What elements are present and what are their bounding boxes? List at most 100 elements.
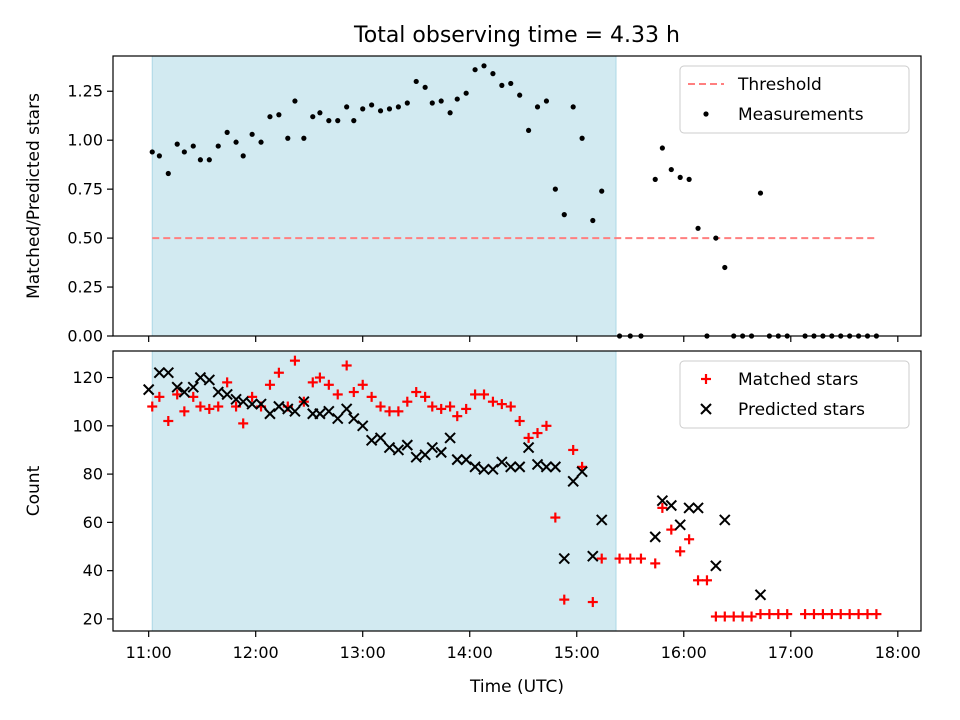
matched-point [559,594,570,605]
x-tick-label: 13:00 [340,643,386,662]
predicted-point [374,432,387,444]
legend-label: Predicted stars [738,400,865,420]
measurement-point [326,118,332,124]
measurement-point [525,127,532,134]
predicted-point [246,398,258,410]
predicted-point [513,461,526,473]
predicted-point [194,371,207,384]
matched-point [614,553,625,564]
matched-point [755,609,766,620]
chart-title: Total observing time = 4.33 h [353,23,680,48]
ratio-legend: Threshold Measurements [679,65,910,134]
predicted-point [282,403,294,415]
measurement-point [215,143,221,149]
matched-point [532,428,543,439]
ratio-panel: 0.00 0.25 0.50 0.75 1.00 1.25 Matched/Predicte… [24,55,922,346]
measurement-point [181,149,187,155]
count-panel-frame [112,350,922,632]
y-tick-label: 20 [83,609,103,628]
matched-point [341,360,352,371]
matched-point [289,355,300,366]
legend-label: Matched stars [738,370,858,390]
matched-point [826,609,837,620]
matched-point [844,609,855,620]
matched-point [238,418,249,429]
predicted-point [487,463,499,475]
matched-point [461,403,472,414]
measurement-point [240,153,246,159]
predicted-point [187,381,199,393]
matched-point [487,396,498,407]
predicted-point [392,444,405,456]
matched-point [427,401,438,412]
measurement-point [197,157,203,163]
predicted-point [478,463,490,475]
predicted-point [230,393,242,405]
measurement-point [335,118,341,124]
matched-point [445,401,456,412]
predicted-point [178,386,191,398]
matched-point [436,403,447,414]
matched-point [393,406,404,417]
count-legend: Matched stars Predicted stars [679,360,910,429]
matched-point [179,406,190,417]
matched-point [357,379,368,390]
matched-point [479,389,490,400]
matched-point [577,461,588,472]
matched-point [314,372,325,383]
matched-point [384,406,395,417]
matched-point [773,609,784,620]
measurement-point [395,104,401,110]
matched-point [348,387,359,398]
y-tick-label: 0.75 [67,180,103,199]
predicted-point [357,420,369,432]
measurement-point [267,114,273,120]
predicted-point [162,367,175,379]
ratio-panel-frame [112,55,922,337]
measurement-point [552,186,558,192]
matched-point [817,609,828,620]
matched-point [188,391,199,402]
matched-point [147,401,158,412]
measurement-point [757,190,764,196]
predicted-point [576,465,588,478]
matched-point [496,399,507,410]
matched-point [782,609,793,620]
predicted-point [332,412,344,425]
measurement-point [561,212,567,218]
legend-measurement-swatch [703,111,709,117]
matched-point [550,512,561,523]
matched-point [195,401,206,412]
matched-point [666,524,677,535]
measurement-point [686,176,692,182]
measurement-point [481,63,487,69]
measurement-point [668,166,674,173]
matched-point [470,389,481,400]
matched-point [247,391,258,402]
matched-point [411,387,422,398]
predicted-point [451,453,463,466]
measurement-point [499,82,505,88]
matched-point [163,416,174,426]
predicted-point [719,514,731,526]
measurement-point [722,264,728,271]
predicted-point [212,386,224,398]
matched-point [264,379,275,390]
x-axis-label: Time (UTC) [469,677,564,697]
measurement-point [351,118,357,124]
predicted-point [289,405,301,418]
measurement-point [490,71,496,77]
matched-point [701,575,712,586]
predicted-point [754,589,767,601]
y-tick-label: 40 [83,561,103,580]
measurement-point [590,217,596,224]
matched-point [204,403,215,414]
matched-point [222,377,233,388]
y-tick-label: 0.25 [67,278,103,297]
predicted-point [410,451,422,463]
measurement-point [677,174,683,180]
predicted-point [540,461,553,473]
count-panel: 11:00 12:00 13:00 14:00 15:00 16:00 17:00 18:00… [24,350,922,662]
predicted-point [567,475,579,488]
matched-point [710,611,721,622]
